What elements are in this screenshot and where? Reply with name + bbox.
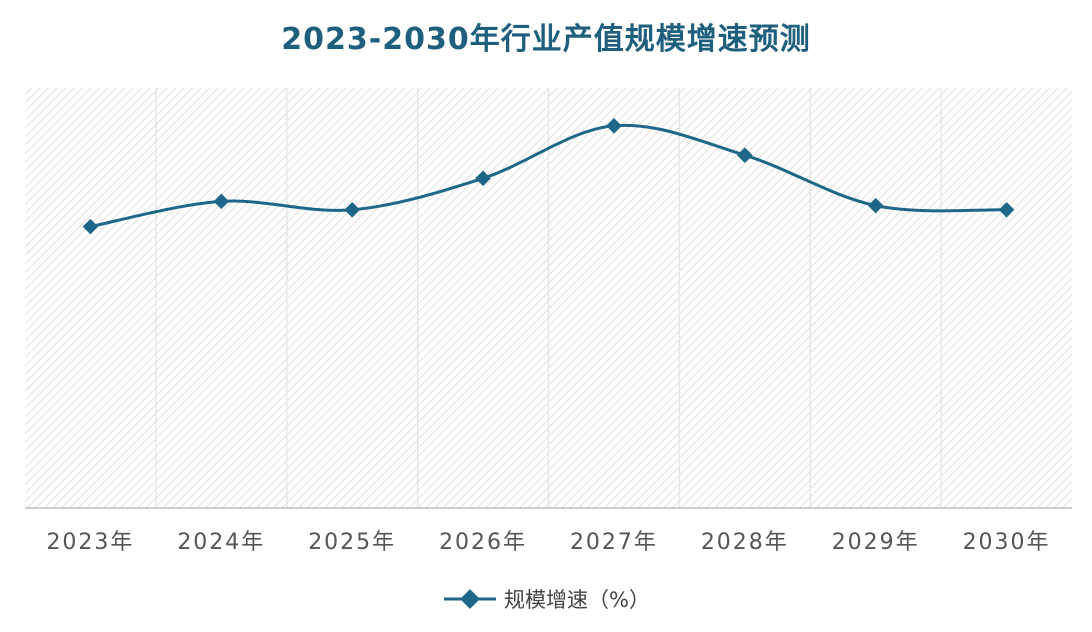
data-point-marker [737,147,753,163]
x-tick-label: 2025年 [308,530,396,555]
x-tick-label: 2029年 [832,530,920,555]
data-point-marker [82,218,99,235]
gridlines [155,88,942,508]
series-line [90,123,1007,229]
data-point-marker [998,202,1015,218]
x-tick-label: 2023年 [46,530,134,555]
x-tick-label: 2030年 [963,530,1051,555]
x-tick-label: 2027年 [570,530,658,555]
x-axis-ticks: 2023年 2024年 2025年 2026年 2027年 2028年 2029年 2030年 [46,530,1051,555]
legend-line-diamond-icon [444,589,497,609]
legend-label: 规模增速（%） [504,588,650,612]
series-layer [82,118,1015,235]
data-point-marker [344,202,360,218]
data-point-marker [213,193,230,210]
data-point-marker [867,197,884,214]
legend: 规模增速（%） [0,582,1092,616]
chart-title: 2023-2030年行业产值规模增速预测 [281,22,811,57]
x-tick-label: 2026年 [439,530,527,555]
x-tick-label: 2024年 [177,530,265,555]
data-point-marker [475,170,491,187]
x-tick-label: 2028年 [701,530,789,555]
